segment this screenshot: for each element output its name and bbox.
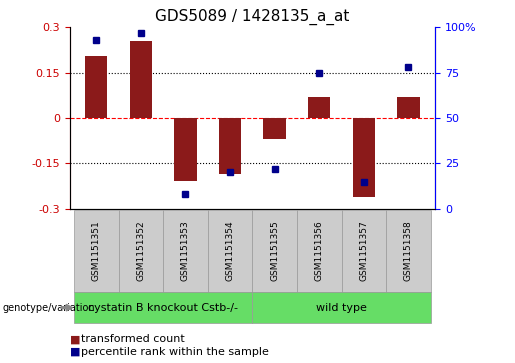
- Text: GSM1151354: GSM1151354: [226, 221, 234, 281]
- Bar: [264, 118, 286, 139]
- Text: GSM1151357: GSM1151357: [359, 221, 368, 281]
- Text: wild type: wild type: [316, 303, 367, 313]
- Bar: [397, 97, 420, 118]
- Text: ■: ■: [70, 334, 80, 344]
- Text: GDS5089 / 1428135_a_at: GDS5089 / 1428135_a_at: [155, 9, 350, 25]
- Text: GSM1151352: GSM1151352: [136, 221, 145, 281]
- Bar: [130, 41, 152, 118]
- Text: transformed count: transformed count: [81, 334, 185, 344]
- Text: GSM1151356: GSM1151356: [315, 221, 324, 281]
- Bar: [353, 118, 375, 197]
- Text: ■: ■: [70, 347, 80, 357]
- Text: cystatin B knockout Cstb-/-: cystatin B knockout Cstb-/-: [88, 303, 238, 313]
- Text: genotype/variation: genotype/variation: [3, 303, 95, 313]
- Text: percentile rank within the sample: percentile rank within the sample: [81, 347, 269, 357]
- Bar: [308, 97, 331, 118]
- Bar: [174, 118, 197, 182]
- Bar: [85, 56, 108, 118]
- Text: GSM1151353: GSM1151353: [181, 221, 190, 281]
- Bar: [219, 118, 241, 174]
- Text: GSM1151351: GSM1151351: [92, 221, 101, 281]
- Text: GSM1151355: GSM1151355: [270, 221, 279, 281]
- Text: GSM1151358: GSM1151358: [404, 221, 413, 281]
